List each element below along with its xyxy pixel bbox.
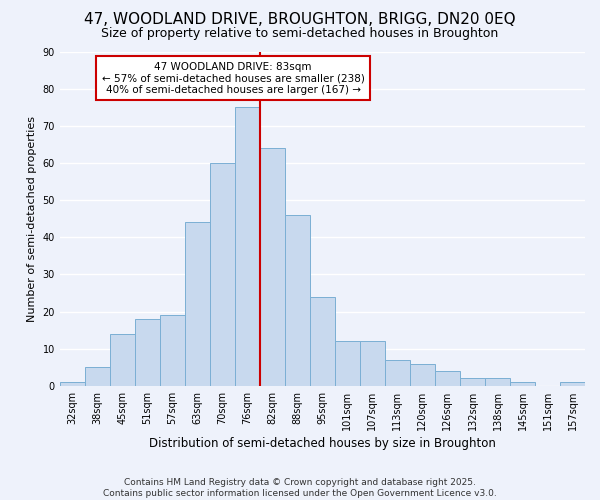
Bar bbox=[560, 382, 585, 386]
Bar bbox=[335, 341, 360, 386]
Text: 47 WOODLAND DRIVE: 83sqm
← 57% of semi-detached houses are smaller (238)
40% of : 47 WOODLAND DRIVE: 83sqm ← 57% of semi-d… bbox=[101, 62, 365, 94]
Bar bbox=[85, 367, 110, 386]
Y-axis label: Number of semi-detached properties: Number of semi-detached properties bbox=[27, 116, 37, 322]
Bar bbox=[310, 296, 335, 386]
Bar bbox=[485, 378, 510, 386]
Bar bbox=[285, 215, 310, 386]
Bar bbox=[210, 163, 235, 386]
Bar bbox=[135, 319, 160, 386]
X-axis label: Distribution of semi-detached houses by size in Broughton: Distribution of semi-detached houses by … bbox=[149, 437, 496, 450]
Bar bbox=[185, 222, 210, 386]
Bar bbox=[160, 315, 185, 386]
Bar bbox=[510, 382, 535, 386]
Bar bbox=[460, 378, 485, 386]
Bar bbox=[360, 341, 385, 386]
Bar bbox=[385, 360, 410, 386]
Bar bbox=[110, 334, 135, 386]
Bar bbox=[410, 364, 435, 386]
Bar bbox=[60, 382, 85, 386]
Text: 47, WOODLAND DRIVE, BROUGHTON, BRIGG, DN20 0EQ: 47, WOODLAND DRIVE, BROUGHTON, BRIGG, DN… bbox=[84, 12, 516, 28]
Bar bbox=[435, 371, 460, 386]
Text: Contains HM Land Registry data © Crown copyright and database right 2025.
Contai: Contains HM Land Registry data © Crown c… bbox=[103, 478, 497, 498]
Bar bbox=[235, 107, 260, 386]
Bar bbox=[260, 148, 285, 386]
Text: Size of property relative to semi-detached houses in Broughton: Size of property relative to semi-detach… bbox=[101, 28, 499, 40]
